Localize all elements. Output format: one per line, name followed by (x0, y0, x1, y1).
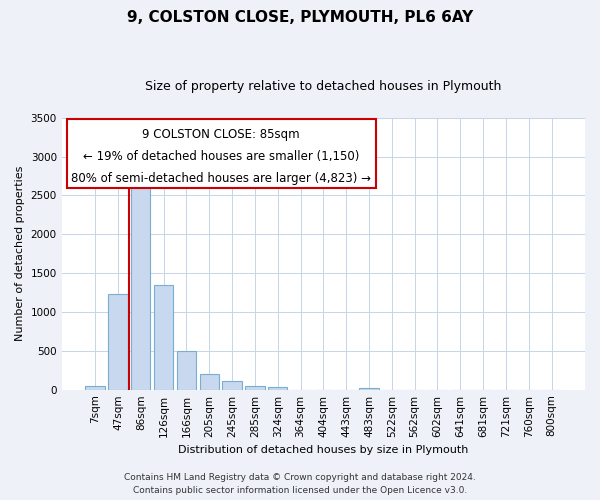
Text: 9 COLSTON CLOSE: 85sqm: 9 COLSTON CLOSE: 85sqm (142, 128, 300, 141)
Bar (108, 294, 128, 390)
Bar (154, 285, 173, 390)
Bar (245, 386, 265, 390)
Text: Contains HM Land Registry data © Crown copyright and database right 2024.
Contai: Contains HM Land Registry data © Crown c… (124, 474, 476, 495)
Text: 80% of semi-detached houses are larger (4,823) →: 80% of semi-detached houses are larger (… (71, 172, 371, 185)
Text: ← 19% of detached houses are smaller (1,150): ← 19% of detached houses are smaller (1,… (83, 150, 359, 163)
Bar (131, 188, 151, 390)
Bar (200, 374, 219, 390)
Bar (67, 119, 376, 188)
Bar (85, 386, 105, 390)
Bar (268, 388, 287, 390)
Text: 9, COLSTON CLOSE, PLYMOUTH, PL6 6AY: 9, COLSTON CLOSE, PLYMOUTH, PL6 6AY (127, 10, 473, 25)
X-axis label: Distribution of detached houses by size in Plymouth: Distribution of detached houses by size … (178, 445, 469, 455)
Bar (223, 381, 242, 390)
Title: Size of property relative to detached houses in Plymouth: Size of property relative to detached ho… (145, 80, 502, 93)
Bar (359, 388, 379, 390)
Y-axis label: Number of detached properties: Number of detached properties (15, 166, 25, 342)
Bar (177, 351, 196, 390)
